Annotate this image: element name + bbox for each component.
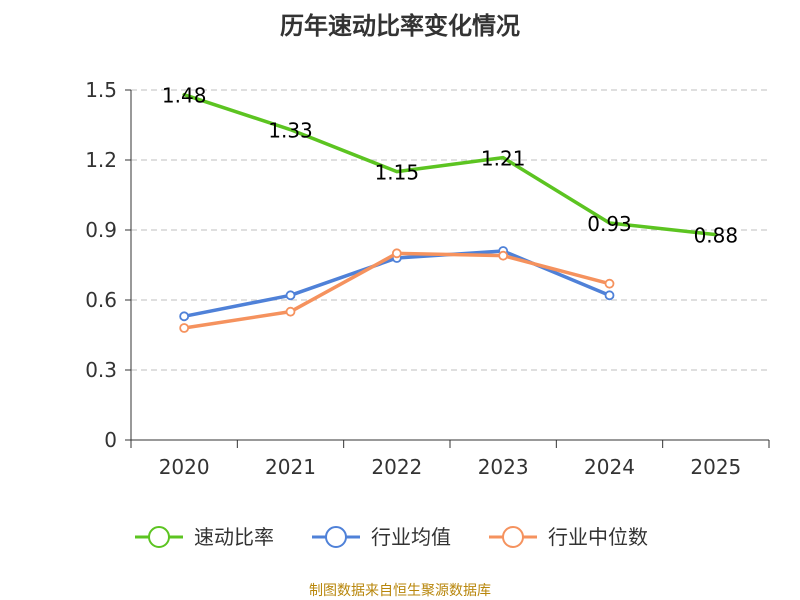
series-1-point-2024 (604, 290, 615, 301)
source-note: 制图数据来自恒生聚源数据库 (309, 583, 491, 599)
series-line-0 (182, 92, 718, 237)
legend-label-2: 行业中位数 (548, 525, 648, 549)
x-tick-label-2021: 2021 (265, 455, 316, 479)
y-tick-label-4: 1.2 (85, 148, 117, 172)
series-line-2 (182, 251, 612, 330)
x-tick-label-2020: 2020 (159, 455, 210, 479)
legend-label-1: 行业均值 (371, 525, 451, 549)
chart-title: 历年速动比率变化情况 (280, 12, 520, 40)
series-2-point-2020 (179, 323, 190, 333)
series-2-point-2023 (498, 250, 509, 261)
y-tick-label-2: 0.6 (85, 288, 117, 312)
y-tick-label-1: 0.3 (85, 358, 117, 382)
data-label-2022: 1.15 (375, 161, 420, 185)
legend-marker-2 (502, 526, 524, 548)
legend-label-0: 速动比率 (194, 525, 274, 549)
y-tick-label-0: 0 (104, 428, 117, 452)
legend: 速动比率 行业均值 行业中位数 (135, 525, 648, 549)
x-tick-label-2023: 2023 (478, 455, 529, 479)
y-tick-label-5: 1.5 (85, 78, 117, 102)
y-tick-label-3: 0.9 (85, 218, 117, 242)
x-tick-label-2024: 2024 (584, 455, 635, 479)
data-label-2024: 0.93 (587, 212, 632, 236)
axes: 0 0.3 0.6 0.9 1.2 1.5 2020 2021 2022 2023 2024 2025 (85, 78, 770, 479)
data-labels: 1.48 1.33 1.15 1.21 0.93 0.88 (162, 84, 738, 248)
series-2-point-2021 (285, 306, 296, 317)
x-tick-label-2025: 2025 (690, 455, 741, 479)
data-label-2021: 1.33 (268, 119, 313, 143)
legend-marker-1 (325, 526, 347, 548)
series (179, 92, 718, 333)
data-label-2020: 1.48 (162, 84, 207, 108)
series-1-point-2021 (285, 290, 296, 301)
series-2-point-2022 (391, 248, 402, 259)
x-tick-label-2022: 2022 (371, 455, 422, 479)
series-2-point-2024 (604, 278, 615, 289)
legend-marker-0 (148, 526, 170, 548)
data-label-2025: 0.88 (694, 224, 739, 248)
series-1-point-2020 (179, 311, 190, 322)
data-label-2023: 1.21 (481, 147, 526, 171)
